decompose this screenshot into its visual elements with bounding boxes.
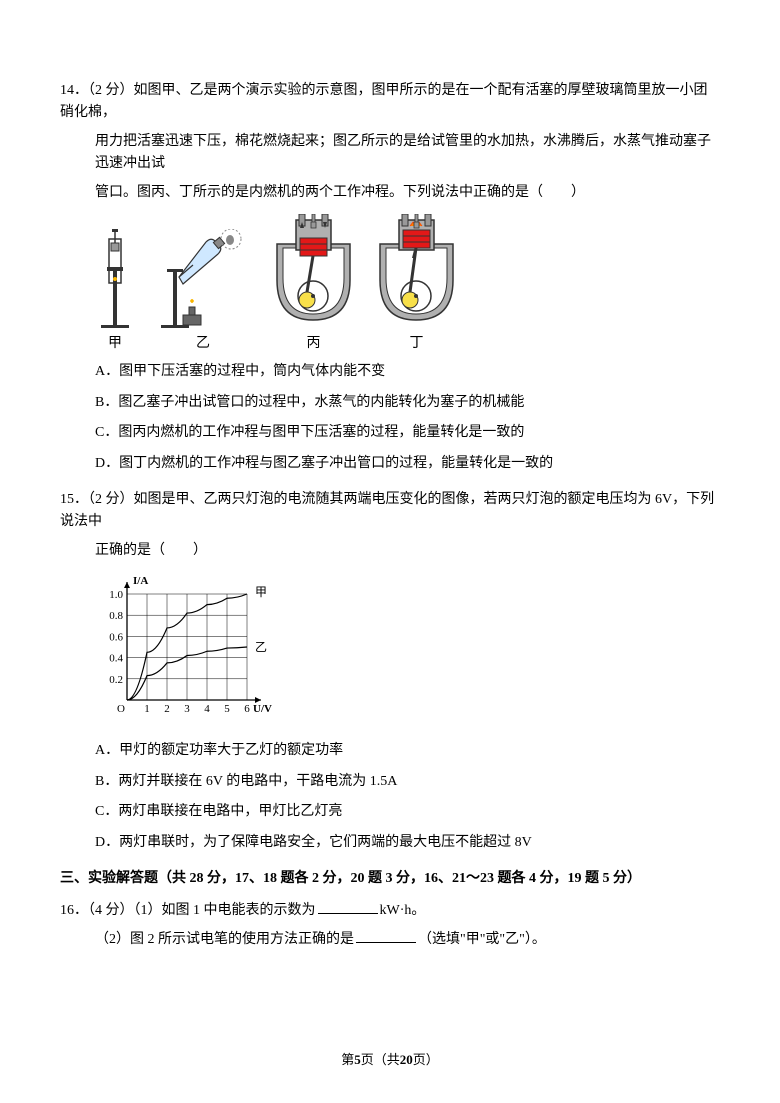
svg-text:3: 3: [184, 703, 190, 715]
q15-points: （2 分）: [88, 492, 134, 507]
q15-chart: 1 2 3 4 5 6 0.2 0.4 0.6 0.8 1.0 I/A U/V O 甲乙: [60, 572, 720, 730]
svg-text:U/V: U/V: [253, 703, 272, 715]
engine-ding-icon: [374, 214, 459, 329]
svg-text:0.4: 0.4: [109, 653, 123, 665]
q14-points: （2 分）: [88, 83, 134, 98]
footer-mid: 页（共: [361, 1052, 400, 1067]
svg-text:0.8: 0.8: [109, 610, 123, 622]
q16-p2b: （选填"甲"或"乙"）。: [418, 932, 546, 947]
page-footer: 第5页（共20页）: [0, 1050, 780, 1071]
q16-blank1: [318, 900, 378, 914]
footer-total: 20: [400, 1052, 413, 1067]
footer-suffix: 页）: [413, 1052, 439, 1067]
q15-number: 15．: [60, 492, 88, 507]
q14-option-c: C．图丙内燃机的工作冲程与图甲下压活塞的过程，能量转化是一致的: [60, 422, 720, 444]
svg-text:I/A: I/A: [133, 575, 148, 587]
q16-part1: 16．（4 分）（1）如图 1 中电能表的示数为 kW·h。: [60, 900, 720, 922]
svg-text:6: 6: [244, 703, 250, 715]
figure-yi: 乙: [153, 229, 253, 355]
section-3-heading: 三、实验解答题（共 28 分，17、18 题各 2 分，20 题 3 分，16、…: [60, 868, 720, 890]
figure-ding: 丁: [374, 214, 459, 355]
q15-stem-line1: 15．（2 分）如图是甲、乙两只灯泡的电流随其两端电压变化的图像，若两只灯泡的额…: [60, 489, 720, 534]
figure-jia: 甲: [95, 229, 135, 355]
svg-text:2: 2: [164, 703, 170, 715]
svg-text:1: 1: [144, 703, 150, 715]
q14-stem-line1: 14．（2 分）如图甲、乙是两个演示实验的示意图，图甲所示的是在一个配有活塞的厚…: [60, 80, 720, 125]
q14-stem1: 如图甲、乙是两个演示实验的示意图，图甲所示的是在一个配有活塞的厚壁玻璃筒里放一小…: [60, 83, 708, 120]
q16-p1a: （1）如图 1 中电能表的示数为: [134, 903, 316, 918]
q16-blank2: [356, 929, 416, 943]
q14-stem-line2: 用力把活塞迅速下压，棉花燃烧起来；图乙所示的是给试管里的水加热，水沸腾后，水蒸气…: [60, 131, 720, 176]
figure-bing-label: 丙: [307, 333, 321, 355]
figure-bing: 丙: [271, 214, 356, 355]
q14-figures: 甲 乙: [60, 214, 720, 355]
q14-option-b: B．图乙塞子冲出试管口的过程中，水蒸气的内能转化为塞子的机械能: [60, 392, 720, 414]
q15-stem-line2: 正确的是（ ）: [60, 540, 720, 562]
q16-number: 16．: [60, 903, 88, 918]
q16-p1b: kW·h。: [380, 903, 426, 918]
q14-option-a: A．图甲下压活塞的过程中，筒内气体内能不变: [60, 361, 720, 383]
svg-text:乙: 乙: [255, 640, 267, 654]
svg-text:甲: 甲: [255, 585, 267, 599]
iv-graph-icon: 1 2 3 4 5 6 0.2 0.4 0.6 0.8 1.0 I/A U/V O 甲乙: [95, 572, 275, 722]
question-15: 15．（2 分）如图是甲、乙两只灯泡的电流随其两端电压变化的图像，若两只灯泡的额…: [60, 489, 720, 854]
q16-p2a: （2）图 2 所示试电笔的使用方法正确的是: [95, 932, 354, 947]
q15-option-b: B．两灯并联接在 6V 的电路中，干路电流为 1.5A: [60, 771, 720, 793]
svg-text:4: 4: [204, 703, 210, 715]
svg-text:0.2: 0.2: [109, 674, 123, 686]
q14-option-d: D．图丁内燃机的工作冲程与图乙塞子冲出管口的过程，能量转化是一致的: [60, 453, 720, 475]
q16-points: （4 分）: [88, 903, 134, 918]
q15-stem1: 如图是甲、乙两只灯泡的电流随其两端电压变化的图像，若两只灯泡的额定电压均为 6V…: [60, 492, 714, 529]
figure-ding-label: 丁: [410, 333, 424, 355]
svg-text:1.0: 1.0: [109, 589, 123, 601]
q15-option-a: A．甲灯的额定功率大于乙灯的额定功率: [60, 740, 720, 762]
figure-jia-label: 甲: [108, 333, 122, 355]
q15-option-d: D．两灯串联时，为了保障电路安全，它们两端的最大电压不能超过 8V: [60, 832, 720, 854]
test-tube-heating-icon: [153, 229, 253, 329]
footer-prefix: 第: [341, 1052, 354, 1067]
svg-text:0.6: 0.6: [109, 631, 123, 643]
q15-option-c: C．两灯串联接在电路中，甲灯比乙灯亮: [60, 801, 720, 823]
piston-tube-icon: [95, 229, 135, 329]
figure-yi-label: 乙: [196, 333, 210, 355]
svg-text:O: O: [117, 703, 125, 715]
question-16: 16．（4 分）（1）如图 1 中电能表的示数为 kW·h。 （2）图 2 所示试…: [60, 900, 720, 951]
q16-part2: （2）图 2 所示试电笔的使用方法正确的是 （选填"甲"或"乙"）。: [60, 929, 720, 951]
svg-text:5: 5: [224, 703, 230, 715]
engine-bing-icon: [271, 214, 356, 329]
q14-number: 14．: [60, 83, 88, 98]
q14-stem-line3: 管口。图丙、丁所示的是内燃机的两个工作冲程。下列说法中正确的是（ ）: [60, 182, 720, 204]
question-14: 14．（2 分）如图甲、乙是两个演示实验的示意图，图甲所示的是在一个配有活塞的厚…: [60, 80, 720, 475]
